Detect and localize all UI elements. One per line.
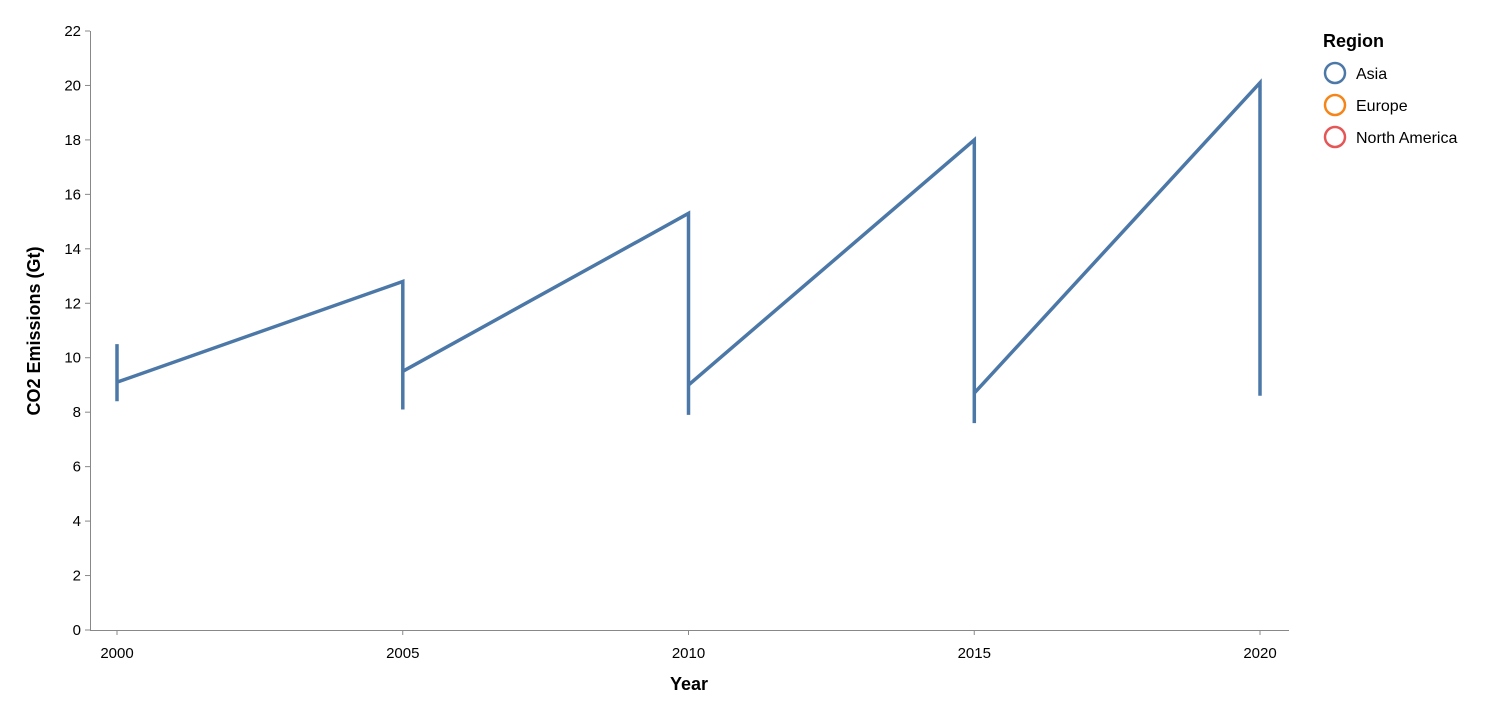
x-axis: 2000 2005 2010 2015 2020: [90, 630, 1289, 662]
y-tick-label: 10: [64, 350, 81, 367]
legend-item-europe: Europe: [1323, 93, 1408, 117]
plot-area: 0 2 4 6 8 10 12 14 16 18 20 22 2000 2005 2010 2015 2020: [64, 23, 1289, 662]
series-line-asia: [115, 78, 1262, 424]
y-tick-label: 22: [64, 23, 81, 40]
y-tick-label: 12: [64, 295, 81, 312]
x-tick-label: 2000: [100, 645, 133, 662]
x-tick-label: 2015: [958, 645, 991, 662]
legend: Region Asia Europe North America: [1323, 31, 1457, 149]
legend-item-north-america: North America: [1323, 125, 1457, 149]
y-tick-label: 20: [64, 77, 81, 94]
y-tick-label: 2: [73, 568, 81, 585]
legend-title: Region: [1323, 31, 1384, 51]
y-tick-label: 18: [64, 132, 81, 149]
legend-symbol: [1323, 93, 1347, 117]
y-tick-label: 16: [64, 186, 81, 203]
legend-label: North America: [1356, 130, 1457, 147]
y-tick-label: 8: [73, 404, 81, 421]
x-axis-title: Year: [670, 674, 708, 694]
y-tick-label: 6: [73, 459, 81, 476]
legend-label: Europe: [1356, 98, 1408, 115]
legend-symbol: [1323, 125, 1347, 149]
y-tick-label: 0: [73, 622, 81, 639]
series-layer: [115, 78, 1262, 424]
legend-items: Asia Europe North America: [1323, 61, 1457, 149]
y-axis-title: CO2 Emissions (Gt): [24, 246, 44, 415]
legend-symbol: [1323, 61, 1347, 85]
y-tick-label: 4: [73, 513, 81, 530]
x-tick-label: 2020: [1243, 645, 1276, 662]
legend-item-asia: Asia: [1323, 61, 1387, 85]
y-tick-label: 14: [64, 241, 81, 258]
legend-label: Asia: [1356, 66, 1387, 83]
x-tick-label: 2010: [672, 645, 705, 662]
x-tick-label: 2005: [386, 645, 419, 662]
y-axis: 0 2 4 6 8 10 12 14 16 18 20 22: [64, 23, 91, 639]
